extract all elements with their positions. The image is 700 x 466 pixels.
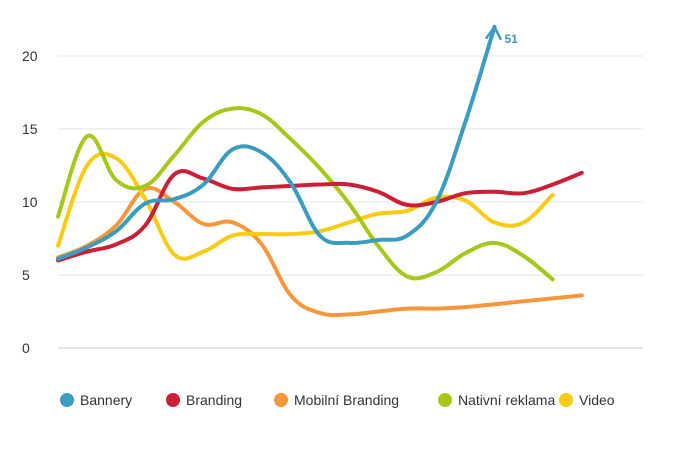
y-tick-label-10: 10 [22,194,38,210]
series-line-mobilni-branding [56,186,584,318]
legend-label-bannery: Bannery [80,392,132,408]
legend-marker-branding [166,393,180,407]
legend-marker-bannery [60,393,74,407]
annotation-label: 51 [505,32,519,46]
series-line-video [56,151,555,261]
annotation-arrowhead [485,25,502,41]
legend-label-video: Video [579,392,615,408]
series-line-nativni-reklama [56,106,555,282]
legend-marker-nativni-reklama [438,393,452,407]
legend-label-nativni-reklama: Nativní reklama [458,392,555,408]
y-tick-label-0: 0 [22,340,30,356]
y-tick-label-20: 20 [22,48,38,64]
y-tick-label-15: 15 [22,121,38,137]
legend-marker-video [559,393,573,407]
legend-marker-mobilni-branding [274,393,288,407]
legend-label-branding: Branding [186,392,242,408]
series-line-bannery [56,24,497,261]
y-tick-label-5: 5 [22,267,30,283]
legend-label-mobilni-branding: Mobilní Branding [294,392,399,408]
series-line-branding [56,169,584,263]
